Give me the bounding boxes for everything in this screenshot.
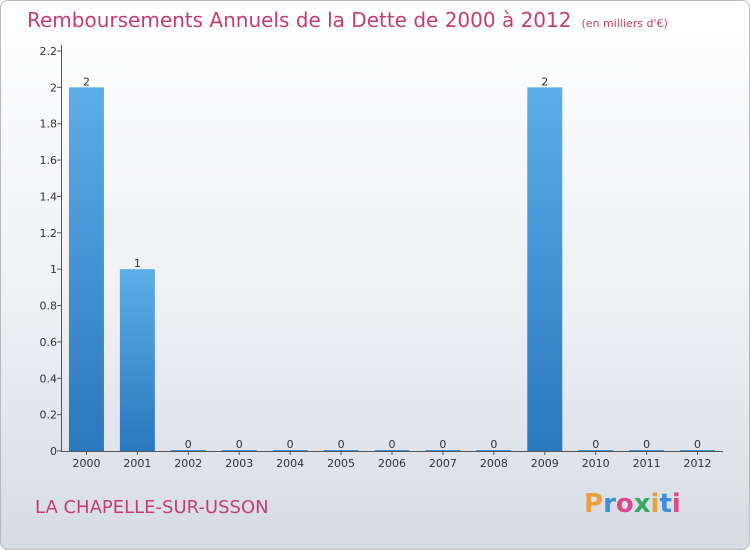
logo-letter: t — [659, 489, 672, 519]
x-tick-label: 2009 — [531, 457, 559, 470]
logo-letter: i — [650, 489, 660, 519]
y-tick-label: 1 — [50, 263, 57, 276]
y-tick-label: 0.4 — [40, 372, 58, 385]
bar — [527, 87, 563, 451]
logo-letter: o — [615, 489, 634, 519]
y-tick-label: 0.2 — [40, 409, 58, 422]
bar — [323, 450, 359, 451]
y-tick-label: 0.8 — [40, 300, 58, 313]
bar — [68, 87, 104, 451]
proxiti-logo[interactable]: Proxiti — [584, 489, 681, 519]
data-label: 2 — [83, 75, 90, 88]
bar — [170, 450, 206, 451]
bar — [578, 450, 614, 451]
bar — [476, 450, 512, 451]
y-tick-label: 2 — [50, 81, 57, 94]
bar — [680, 450, 716, 451]
y-tick-label: 2.2 — [40, 45, 58, 58]
city-name: LA CHAPELLE-SUR-USSON — [35, 497, 269, 518]
x-tick-label: 2001 — [123, 457, 151, 470]
data-label: 0 — [287, 438, 294, 451]
y-tick-label: 1.6 — [40, 154, 58, 167]
y-tick-label: 0 — [50, 445, 57, 458]
logo-letter: i — [671, 489, 681, 519]
data-label: 0 — [185, 438, 192, 451]
bar — [629, 450, 665, 451]
x-tick-label: 2003 — [225, 457, 253, 470]
y-tick-label: 1.8 — [40, 118, 58, 131]
bar — [425, 450, 461, 451]
logo-letter: x — [633, 489, 651, 519]
bar — [374, 450, 410, 451]
data-label: 0 — [592, 438, 599, 451]
bar — [221, 450, 257, 451]
x-tick-label: 2006 — [378, 457, 406, 470]
bar — [119, 269, 155, 451]
y-tick-label: 1.4 — [40, 190, 58, 203]
x-tick-label: 2002 — [174, 457, 202, 470]
y-tick-label: 1.2 — [40, 227, 58, 240]
data-label: 0 — [439, 438, 446, 451]
data-label: 0 — [694, 438, 701, 451]
logo-letter: P — [584, 489, 604, 519]
data-label: 0 — [389, 438, 396, 451]
x-tick-label: 2008 — [480, 457, 508, 470]
x-tick-label: 2000 — [72, 457, 100, 470]
data-label: 0 — [236, 438, 243, 451]
data-label: 0 — [643, 438, 650, 451]
chart-title: Remboursements Annuels de la Dette de 20… — [27, 8, 668, 32]
logo-letter: r — [603, 489, 616, 519]
data-label: 0 — [338, 438, 345, 451]
chart-unit: (en milliers d'€) — [581, 17, 668, 30]
data-label: 2 — [541, 75, 548, 88]
x-tick-label: 2004 — [276, 457, 304, 470]
x-tick-label: 2012 — [684, 457, 712, 470]
x-tick-label: 2011 — [633, 457, 661, 470]
x-tick-label: 2005 — [327, 457, 355, 470]
x-tick-label: 2010 — [582, 457, 610, 470]
y-tick-label: 0.6 — [40, 336, 58, 349]
x-tick-label: 2007 — [429, 457, 457, 470]
bar — [272, 450, 308, 451]
data-label: 0 — [490, 438, 497, 451]
chart-title-text: Remboursements Annuels de la Dette de 20… — [27, 8, 572, 32]
data-label: 1 — [134, 257, 141, 270]
